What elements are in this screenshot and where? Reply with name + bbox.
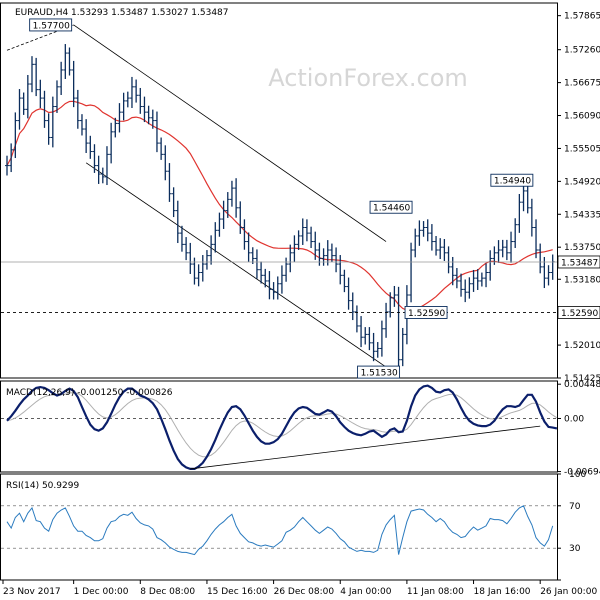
ma-line [6, 100, 553, 311]
symbol-header: EURAUD,H4 1.53293 1.53487 1.53027 1.5348… [15, 8, 229, 18]
time-tick-label: 8 Dec 08:00 [140, 587, 195, 597]
price-annotations: 1.57700 1.54460 1.52590 1.51530 1.54940 [29, 18, 534, 379]
macd-label: MACD(12,26,9) -0.001250 -0.000826 [6, 388, 173, 398]
price-tick-label: 1.51425 [564, 374, 600, 384]
macd-tick-label: 0.004483 [564, 380, 600, 390]
rsi-label: RSI(14) 50.9299 [6, 481, 79, 491]
price-panel [0, 2, 558, 379]
channel-extension [6, 24, 74, 51]
level-lines [1, 261, 557, 313]
time-tick-label: 23 Nov 2017 [3, 587, 61, 597]
annotation-label: 1.57700 [33, 21, 70, 31]
price-tick-label: 1.55505 [564, 144, 600, 154]
macd-frame [0, 380, 558, 473]
macd-trendline [190, 425, 541, 470]
current-price-label: 1.53487 [561, 258, 598, 268]
time-tick-label: 18 Jan 16:00 [474, 587, 531, 597]
time-tick-label: 11 Jan 08:00 [407, 587, 464, 597]
price-tick-label: 1.57865 [564, 12, 600, 22]
time-tick-label: 4 Jan 00:00 [340, 587, 392, 597]
current-price-label-box [557, 255, 600, 269]
time-tick-label: 15 Dec 16:00 [207, 587, 268, 597]
price-tick-label: 1.53180 [564, 275, 600, 285]
price-tick-label: 1.53750 [564, 243, 600, 253]
channel-upper [73, 24, 387, 242]
price-tick-label: 1.54920 [564, 177, 600, 187]
price-panel-frame [0, 2, 558, 379]
annotation-box [357, 365, 401, 379]
macd-tick-label: -0.006941 [564, 468, 600, 478]
price-tick-label: 1.52010 [564, 341, 600, 351]
macd-signal-line [6, 392, 558, 458]
annotation-box [29, 18, 73, 32]
annotation-box [404, 306, 448, 319]
annotation-label: 1.52590 [408, 309, 445, 319]
channel-lines [6, 24, 387, 368]
rsi-panel: 100 70 30 [0, 470, 586, 581]
rsi-frame [0, 473, 558, 581]
price-tick-label: 1.57260 [564, 46, 600, 56]
rsi-tick-label: 70 [569, 502, 581, 512]
macd-line [6, 384, 558, 470]
support-level-label-box [557, 306, 600, 319]
macd-panel: 0.004483 0.00 -0.006941 [0, 380, 600, 478]
price-bars[interactable] [5, 44, 555, 368]
rsi-tick-label: 100 [569, 470, 586, 480]
macd-tick-label: 0.00 [564, 414, 584, 424]
rsi-line [6, 505, 554, 556]
time-axis: 23 Nov 2017 1 Dec 00:00 8 Dec 08:00 15 Dec … [2, 580, 597, 597]
price-axis: 1.57865 1.57260 1.56675 1.56090 1.55505 1.549… [557, 12, 600, 384]
price-tick-label: 1.56675 [564, 79, 600, 89]
time-tick-label: 26 Jan 00:00 [540, 587, 597, 597]
time-tick-label: 26 Dec 08:00 [274, 587, 335, 597]
annotation-label: 1.54460 [373, 204, 410, 214]
annotation-box [490, 173, 534, 187]
annotation-label: 1.51530 [361, 369, 398, 379]
channel-lower [85, 162, 387, 368]
time-tick-label: 1 Dec 00:00 [74, 587, 129, 597]
moving-average-line [6, 100, 553, 311]
watermark: ActionForex.com [268, 64, 468, 92]
rsi-tick-label: 30 [569, 544, 581, 554]
price-tick-label: 1.54335 [564, 210, 600, 220]
support-level-label: 1.52590 [561, 309, 598, 319]
price-tick-label: 1.56090 [564, 112, 600, 122]
annotation-box [369, 200, 413, 214]
annotation-label: 1.54940 [494, 177, 531, 187]
